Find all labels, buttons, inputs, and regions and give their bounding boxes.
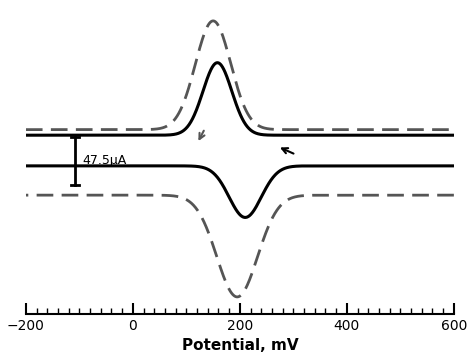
X-axis label: Potential, mV: Potential, mV	[182, 338, 298, 353]
Text: 47.5μA: 47.5μA	[82, 154, 126, 167]
